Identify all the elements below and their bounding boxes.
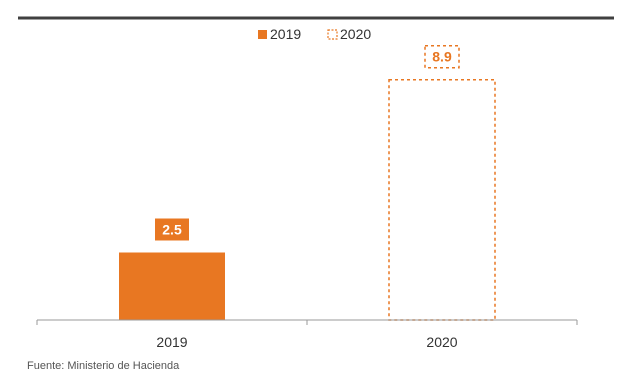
legend-label: 2020 xyxy=(340,26,371,42)
data-label-box xyxy=(155,218,189,241)
legend-label: 2019 xyxy=(270,26,301,42)
legend-swatch xyxy=(258,30,267,39)
x-tick-label: 2019 xyxy=(156,334,187,350)
x-tick-label: 2020 xyxy=(426,334,457,350)
source-note: Fuente: Ministerio de Hacienda xyxy=(27,360,180,372)
data-labels: 2.5 8.9 xyxy=(155,44,460,241)
x-axis: 2019 2020 xyxy=(36,319,578,350)
data-label-box xyxy=(424,44,460,69)
data-label: 8.9 xyxy=(432,49,452,65)
legend: 2019 2020 xyxy=(258,26,371,42)
bars xyxy=(119,78,496,321)
bar xyxy=(388,78,496,321)
legend-swatch xyxy=(327,29,338,40)
data-label: 2.5 xyxy=(162,222,182,238)
bar xyxy=(119,252,225,320)
